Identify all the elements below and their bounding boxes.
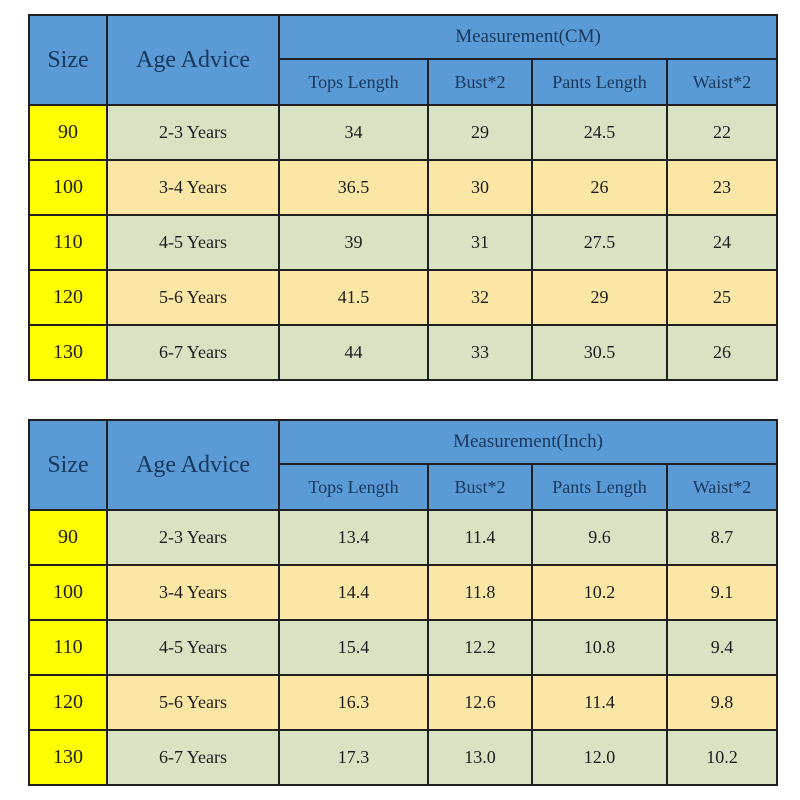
age-column-header: Age Advice [106,14,280,106]
size-table-cm: Size Age Advice Measurement(CM) Tops Len… [28,14,779,381]
value-cell: 15.4 [278,619,429,676]
size-cell: 100 [28,159,108,216]
value-cell: 14.4 [278,564,429,621]
value-cell: 27.5 [531,214,668,271]
age-cell: 2-3 Years [106,509,280,566]
table-row: 110 4-5 Years 39 31 27.5 24 [28,214,779,271]
value-cell: 33 [427,324,533,381]
header-row-group: Size Age Advice Measurement(CM) [28,14,779,106]
value-cell: 11.8 [427,564,533,621]
subcolumn-header-waist: Waist*2 [665,58,779,106]
subcolumn-header-tops-length: Tops Length [278,58,429,106]
subcolumn-header-bust: Bust*2 [427,58,533,106]
value-cell: 30.5 [531,324,668,381]
value-cell: 11.4 [427,509,533,566]
measurement-group-header: Measurement(Inch) [277,419,779,465]
age-cell: 5-6 Years [106,674,280,731]
value-cell: 10.8 [531,619,668,676]
age-column-header: Age Advice [106,419,280,511]
header-row-sub: Tops Length Bust*2 Pants Length Waist*2 [29,463,779,511]
value-cell: 8.7 [665,509,779,566]
table-row: 120 5-6 Years 16.3 12.6 11.4 9.8 [28,674,779,731]
size-cell: 110 [28,214,108,271]
header-row-group: Size Age Advice Measurement(Inch) [28,419,779,511]
table-row: 100 3-4 Years 36.5 30 26 23 [28,159,779,216]
value-cell: 13.4 [278,509,429,566]
table-row: 90 2-3 Years 34 29 24.5 22 [28,104,779,161]
value-cell: 22 [665,104,779,161]
table-row: 130 6-7 Years 44 33 30.5 26 [28,324,779,381]
value-cell: 30 [427,159,533,216]
value-cell: 39 [278,214,429,271]
size-cell: 120 [28,269,108,326]
value-cell: 31 [427,214,533,271]
subcolumn-header-waist: Waist*2 [665,463,779,511]
value-cell: 23 [665,159,779,216]
value-cell: 32 [427,269,533,326]
value-cell: 24.5 [531,104,668,161]
value-cell: 44 [278,324,429,381]
size-cell: 90 [28,104,108,161]
value-cell: 13.0 [427,729,533,786]
size-cell: 110 [28,619,108,676]
value-cell: 11.4 [531,674,668,731]
subcolumn-header-pants-length: Pants Length [531,463,668,511]
value-cell: 29 [427,104,533,161]
header-row-sub: Tops Length Bust*2 Pants Length Waist*2 [29,58,779,106]
value-cell: 10.2 [665,729,779,786]
subcolumn-header-bust: Bust*2 [427,463,533,511]
size-cell: 90 [28,509,108,566]
value-cell: 29 [531,269,668,326]
value-cell: 9.1 [665,564,779,621]
value-cell: 36.5 [278,159,429,216]
size-column-header: Size [28,419,108,511]
value-cell: 17.3 [278,729,429,786]
size-cell: 120 [28,674,108,731]
measurement-group-header: Measurement(CM) [277,14,779,60]
age-cell: 3-4 Years [106,564,280,621]
age-cell: 6-7 Years [106,324,280,381]
subcolumn-header-pants-length: Pants Length [531,58,668,106]
value-cell: 26 [665,324,779,381]
value-cell: 41.5 [278,269,429,326]
table-row: 120 5-6 Years 41.5 32 29 25 [28,269,779,326]
size-cell: 100 [28,564,108,621]
age-cell: 4-5 Years [106,619,280,676]
table-row: 110 4-5 Years 15.4 12.2 10.8 9.4 [28,619,779,676]
value-cell: 12.6 [427,674,533,731]
subcolumn-header-tops-length: Tops Length [278,463,429,511]
value-cell: 10.2 [531,564,668,621]
table-row: 130 6-7 Years 17.3 13.0 12.0 10.2 [28,729,779,786]
age-cell: 6-7 Years [106,729,280,786]
table-row: 90 2-3 Years 13.4 11.4 9.6 8.7 [28,509,779,566]
size-table-inch: Size Age Advice Measurement(Inch) Tops L… [28,419,779,786]
size-cell: 130 [28,729,108,786]
value-cell: 9.8 [665,674,779,731]
value-cell: 24 [665,214,779,271]
size-cell: 130 [28,324,108,381]
value-cell: 12.2 [427,619,533,676]
value-cell: 16.3 [278,674,429,731]
value-cell: 12.0 [531,729,668,786]
value-cell: 26 [531,159,668,216]
size-column-header: Size [28,14,108,106]
age-cell: 4-5 Years [106,214,280,271]
value-cell: 25 [665,269,779,326]
value-cell: 9.4 [665,619,779,676]
value-cell: 9.6 [531,509,668,566]
age-cell: 3-4 Years [106,159,280,216]
value-cell: 34 [278,104,429,161]
age-cell: 2-3 Years [106,104,280,161]
age-cell: 5-6 Years [106,269,280,326]
table-row: 100 3-4 Years 14.4 11.8 10.2 9.1 [28,564,779,621]
